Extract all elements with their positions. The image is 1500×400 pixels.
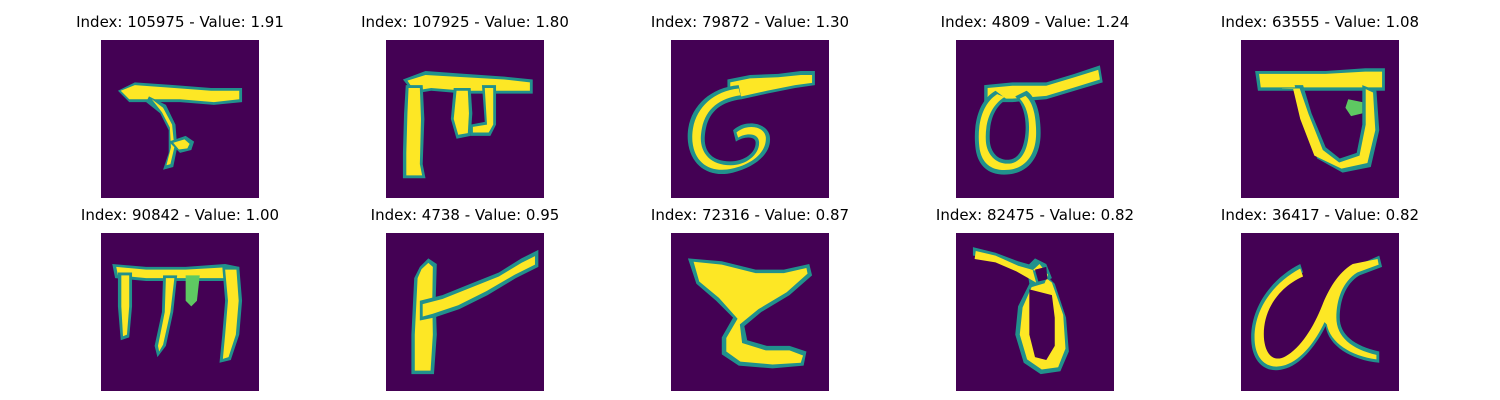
- handwritten-glyph-image: [101, 233, 259, 391]
- grid-panel-4: Index: 4809 - Value: 1.24: [915, 12, 1155, 198]
- grid-panel-3: Index: 79872 - Value: 1.30: [630, 12, 870, 198]
- panel-title: Index: 90842 - Value: 1.00: [80, 206, 280, 224]
- glyph-82475: [956, 233, 1114, 391]
- handwritten-glyph-image: [1241, 40, 1399, 198]
- panel-title: Index: 63555 - Value: 1.08: [1220, 13, 1420, 31]
- glyph-4738: [386, 233, 544, 391]
- handwritten-glyph-image: [671, 233, 829, 391]
- handwritten-glyph-image: [956, 233, 1114, 391]
- glyph-107925: [386, 40, 544, 198]
- handwritten-glyph-image: [101, 40, 259, 198]
- grid-panel-10: Index: 36417 - Value: 0.82: [1200, 205, 1440, 391]
- panel-title: Index: 4809 - Value: 1.24: [940, 13, 1130, 31]
- panel-title: Index: 82475 - Value: 0.82: [935, 206, 1135, 224]
- glyph-4809: [956, 40, 1114, 198]
- panel-title: Index: 4738 - Value: 0.95: [370, 206, 560, 224]
- grid-panel-7: Index: 4738 - Value: 0.95: [345, 205, 585, 391]
- glyph-36417: [1241, 233, 1399, 391]
- handwritten-glyph-image: [956, 40, 1114, 198]
- handwritten-glyph-image: [671, 40, 829, 198]
- panel-title: Index: 36417 - Value: 0.82: [1220, 206, 1420, 224]
- glyph-105975: [101, 40, 259, 198]
- grid-panel-9: Index: 82475 - Value: 0.82: [915, 205, 1155, 391]
- grid-panel-6: Index: 90842 - Value: 1.00: [60, 205, 300, 391]
- grid-panel-8: Index: 72316 - Value: 0.87: [630, 205, 870, 391]
- panel-title: Index: 105975 - Value: 1.91: [76, 13, 284, 31]
- handwritten-glyph-image: [386, 233, 544, 391]
- grid-panel-2: Index: 107925 - Value: 1.80: [345, 12, 585, 198]
- panel-title: Index: 107925 - Value: 1.80: [361, 13, 569, 31]
- panel-title: Index: 72316 - Value: 0.87: [650, 206, 850, 224]
- glyph-72316: [671, 233, 829, 391]
- glyph-63555: [1241, 40, 1399, 198]
- grid-panel-5: Index: 63555 - Value: 1.08: [1200, 12, 1440, 198]
- handwritten-glyph-image: [1241, 233, 1399, 391]
- grid-panel-1: Index: 105975 - Value: 1.91: [60, 12, 300, 198]
- handwritten-glyph-image: [386, 40, 544, 198]
- glyph-79872: [671, 40, 829, 198]
- glyph-90842: [101, 233, 259, 391]
- panel-title: Index: 79872 - Value: 1.30: [650, 13, 850, 31]
